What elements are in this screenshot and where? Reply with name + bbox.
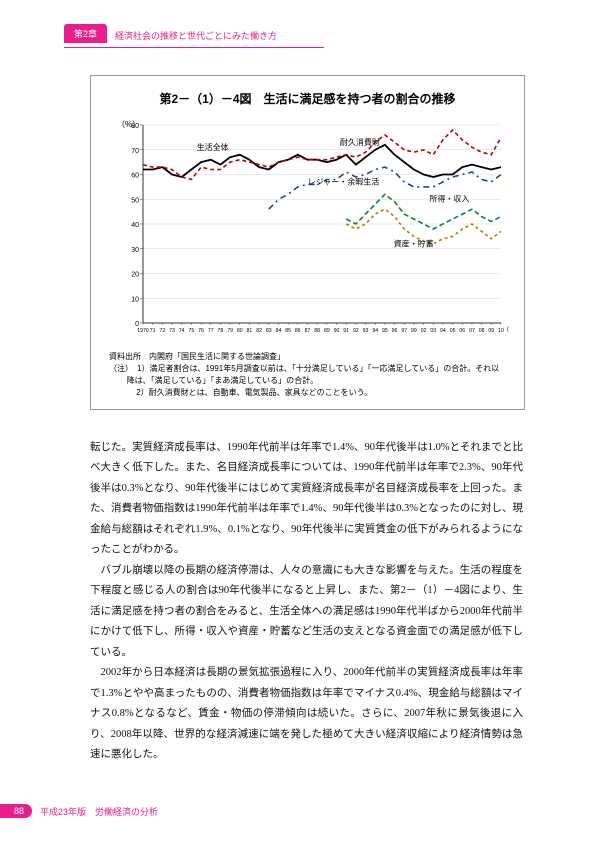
svg-text:99: 99 — [411, 328, 417, 334]
figure-source: 資料出所 内閣府「国民生活に関する世論調査」 — [109, 351, 506, 363]
svg-text:74: 74 — [179, 328, 185, 334]
figure-note2: 2）耐久消費財とは、自動車、電気製品、家具などのことをいう。 — [109, 387, 506, 399]
page-number: 88 — [0, 804, 32, 818]
svg-text:93: 93 — [363, 328, 369, 334]
svg-text:80: 80 — [131, 123, 139, 130]
svg-text:07: 07 — [469, 328, 475, 334]
svg-text:生活全体: 生活全体 — [197, 142, 229, 152]
paragraph-1: 転じた。実質経済成長率は、1990年代前半は年率で1.4%、90年代後半は1.0… — [90, 438, 523, 561]
svg-text:95: 95 — [382, 328, 388, 334]
svg-text:70: 70 — [131, 148, 139, 155]
svg-text:レジャー・余暇生活: レジャー・余暇生活 — [308, 176, 380, 186]
svg-text:72: 72 — [159, 328, 165, 334]
svg-text:06: 06 — [459, 328, 465, 334]
svg-text:（年）: （年） — [503, 326, 509, 334]
svg-text:88: 88 — [314, 328, 320, 334]
figure-notes: 資料出所 内閣府「国民生活に関する世論調査」 （注） 1）満足者割合は、1991… — [109, 351, 506, 399]
svg-text:77: 77 — [208, 328, 214, 334]
svg-text:05: 05 — [450, 328, 456, 334]
line-chart: （%）0102030405060708019707172737475767778… — [109, 117, 509, 347]
svg-text:04: 04 — [440, 328, 446, 334]
chapter-header: 第2章 経済社会の推移と世代ごとにみた働き方 — [0, 0, 595, 48]
svg-text:60: 60 — [131, 173, 139, 180]
svg-text:97: 97 — [401, 328, 407, 334]
svg-text:83: 83 — [266, 328, 272, 334]
figure-box: 第2－（1）－4図 生活に満足感を持つ者の割合の推移 （%）0102030405… — [90, 75, 525, 410]
body-text: 転じた。実質経済成長率は、1990年代前半は年率で1.4%、90年代後半は1.0… — [90, 438, 523, 766]
figure-title: 第2－（1）－4図 生活に満足感を持つ者の割合の推移 — [109, 90, 506, 107]
svg-text:94: 94 — [372, 328, 378, 334]
svg-text:84: 84 — [276, 328, 282, 334]
svg-text:耐久消費財: 耐久消費財 — [340, 137, 380, 147]
paragraph-2: バブル崩壊以降の長期の経済停滞は、人々の意識にも大きな影響を与えた。生活の程度を… — [90, 561, 523, 663]
svg-text:96: 96 — [392, 328, 398, 334]
svg-text:71: 71 — [150, 328, 156, 334]
svg-text:78: 78 — [218, 328, 224, 334]
svg-text:50: 50 — [131, 197, 139, 204]
chapter-subtitle: 経済社会の推移と世代ごとにみた働き方 — [115, 29, 277, 42]
svg-text:90: 90 — [334, 328, 340, 334]
svg-text:03: 03 — [430, 328, 436, 334]
svg-text:09: 09 — [488, 328, 494, 334]
svg-text:82: 82 — [256, 328, 262, 334]
svg-text:75: 75 — [188, 328, 194, 334]
svg-text:30: 30 — [131, 247, 139, 254]
svg-text:86: 86 — [295, 328, 301, 334]
svg-text:08: 08 — [479, 328, 485, 334]
chapter-tab: 第2章 — [64, 24, 107, 43]
svg-text:87: 87 — [305, 328, 311, 334]
svg-text:0: 0 — [135, 321, 139, 328]
svg-text:資産・貯蓄: 資産・貯蓄 — [394, 238, 434, 248]
chapter-underline — [64, 47, 324, 48]
svg-text:所得・収入: 所得・収入 — [429, 194, 469, 204]
svg-text:85: 85 — [285, 328, 291, 334]
svg-text:91: 91 — [343, 328, 349, 334]
svg-text:40: 40 — [131, 222, 139, 229]
svg-text:02: 02 — [421, 328, 427, 334]
page-footer: 88 平成23年版 労働経済の分析 — [0, 804, 158, 818]
svg-text:1970: 1970 — [137, 328, 149, 334]
svg-text:79: 79 — [227, 328, 233, 334]
svg-text:10: 10 — [131, 296, 139, 303]
svg-text:76: 76 — [198, 328, 204, 334]
svg-text:89: 89 — [324, 328, 330, 334]
footer-label: 平成23年版 労働経済の分析 — [40, 805, 158, 818]
figure-note1: （注） 1）満足者割合は、1991年5月調査以前は、「十分満足している」「一応満… — [109, 363, 506, 387]
svg-text:73: 73 — [169, 328, 175, 334]
svg-text:20: 20 — [131, 272, 139, 279]
svg-text:92: 92 — [353, 328, 359, 334]
paragraph-3: 2002年から日本経済は長期の景気拡張過程に入り、2000年代前半の実質経済成長… — [90, 663, 523, 765]
svg-text:80: 80 — [237, 328, 243, 334]
svg-text:81: 81 — [247, 328, 253, 334]
